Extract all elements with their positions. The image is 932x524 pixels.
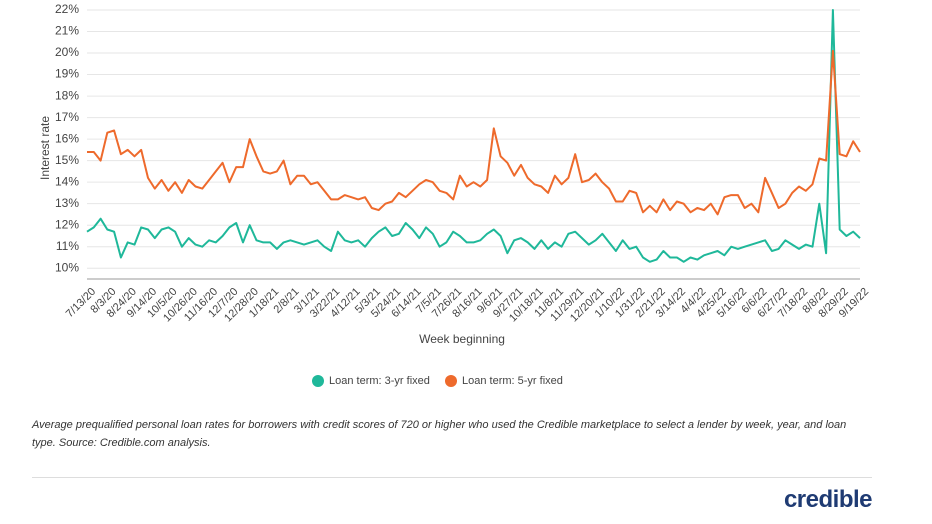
y-tick-label: 19% (55, 67, 79, 81)
series-line (87, 49, 861, 216)
y-tick-label: 13% (55, 196, 79, 210)
y-tick-label: 16% (55, 131, 79, 145)
y-tick-label: 21% (55, 24, 79, 38)
y-tick-label: 15% (55, 153, 79, 167)
y-tick-label: 11% (56, 239, 79, 253)
y-tick-label: 20% (55, 45, 79, 59)
y-tick-label: 22% (55, 2, 79, 16)
y-tick-label: 10% (55, 260, 79, 274)
series-line (86, 9, 861, 263)
legend-marker (312, 375, 324, 387)
divider (32, 477, 872, 478)
y-axis-title: Interest rate (38, 116, 52, 180)
legend-label: Loan term: 3-yr fixed (329, 375, 430, 387)
legend-label: Loan term: 5-yr fixed (462, 375, 563, 387)
caption: Average prequalified personal loan rates… (32, 419, 847, 449)
y-tick-label: 17% (55, 110, 79, 124)
y-tick-label: 18% (55, 88, 79, 102)
logo: credible (783, 486, 873, 513)
x-axis-title: Week beginning (419, 332, 505, 346)
chart: Interest rate Week beginning 10% 11% 12% 13… (38, 2, 871, 387)
y-tick-label: 12% (55, 217, 79, 231)
y-tick-label: 14% (55, 174, 79, 188)
legend-marker (445, 375, 457, 387)
